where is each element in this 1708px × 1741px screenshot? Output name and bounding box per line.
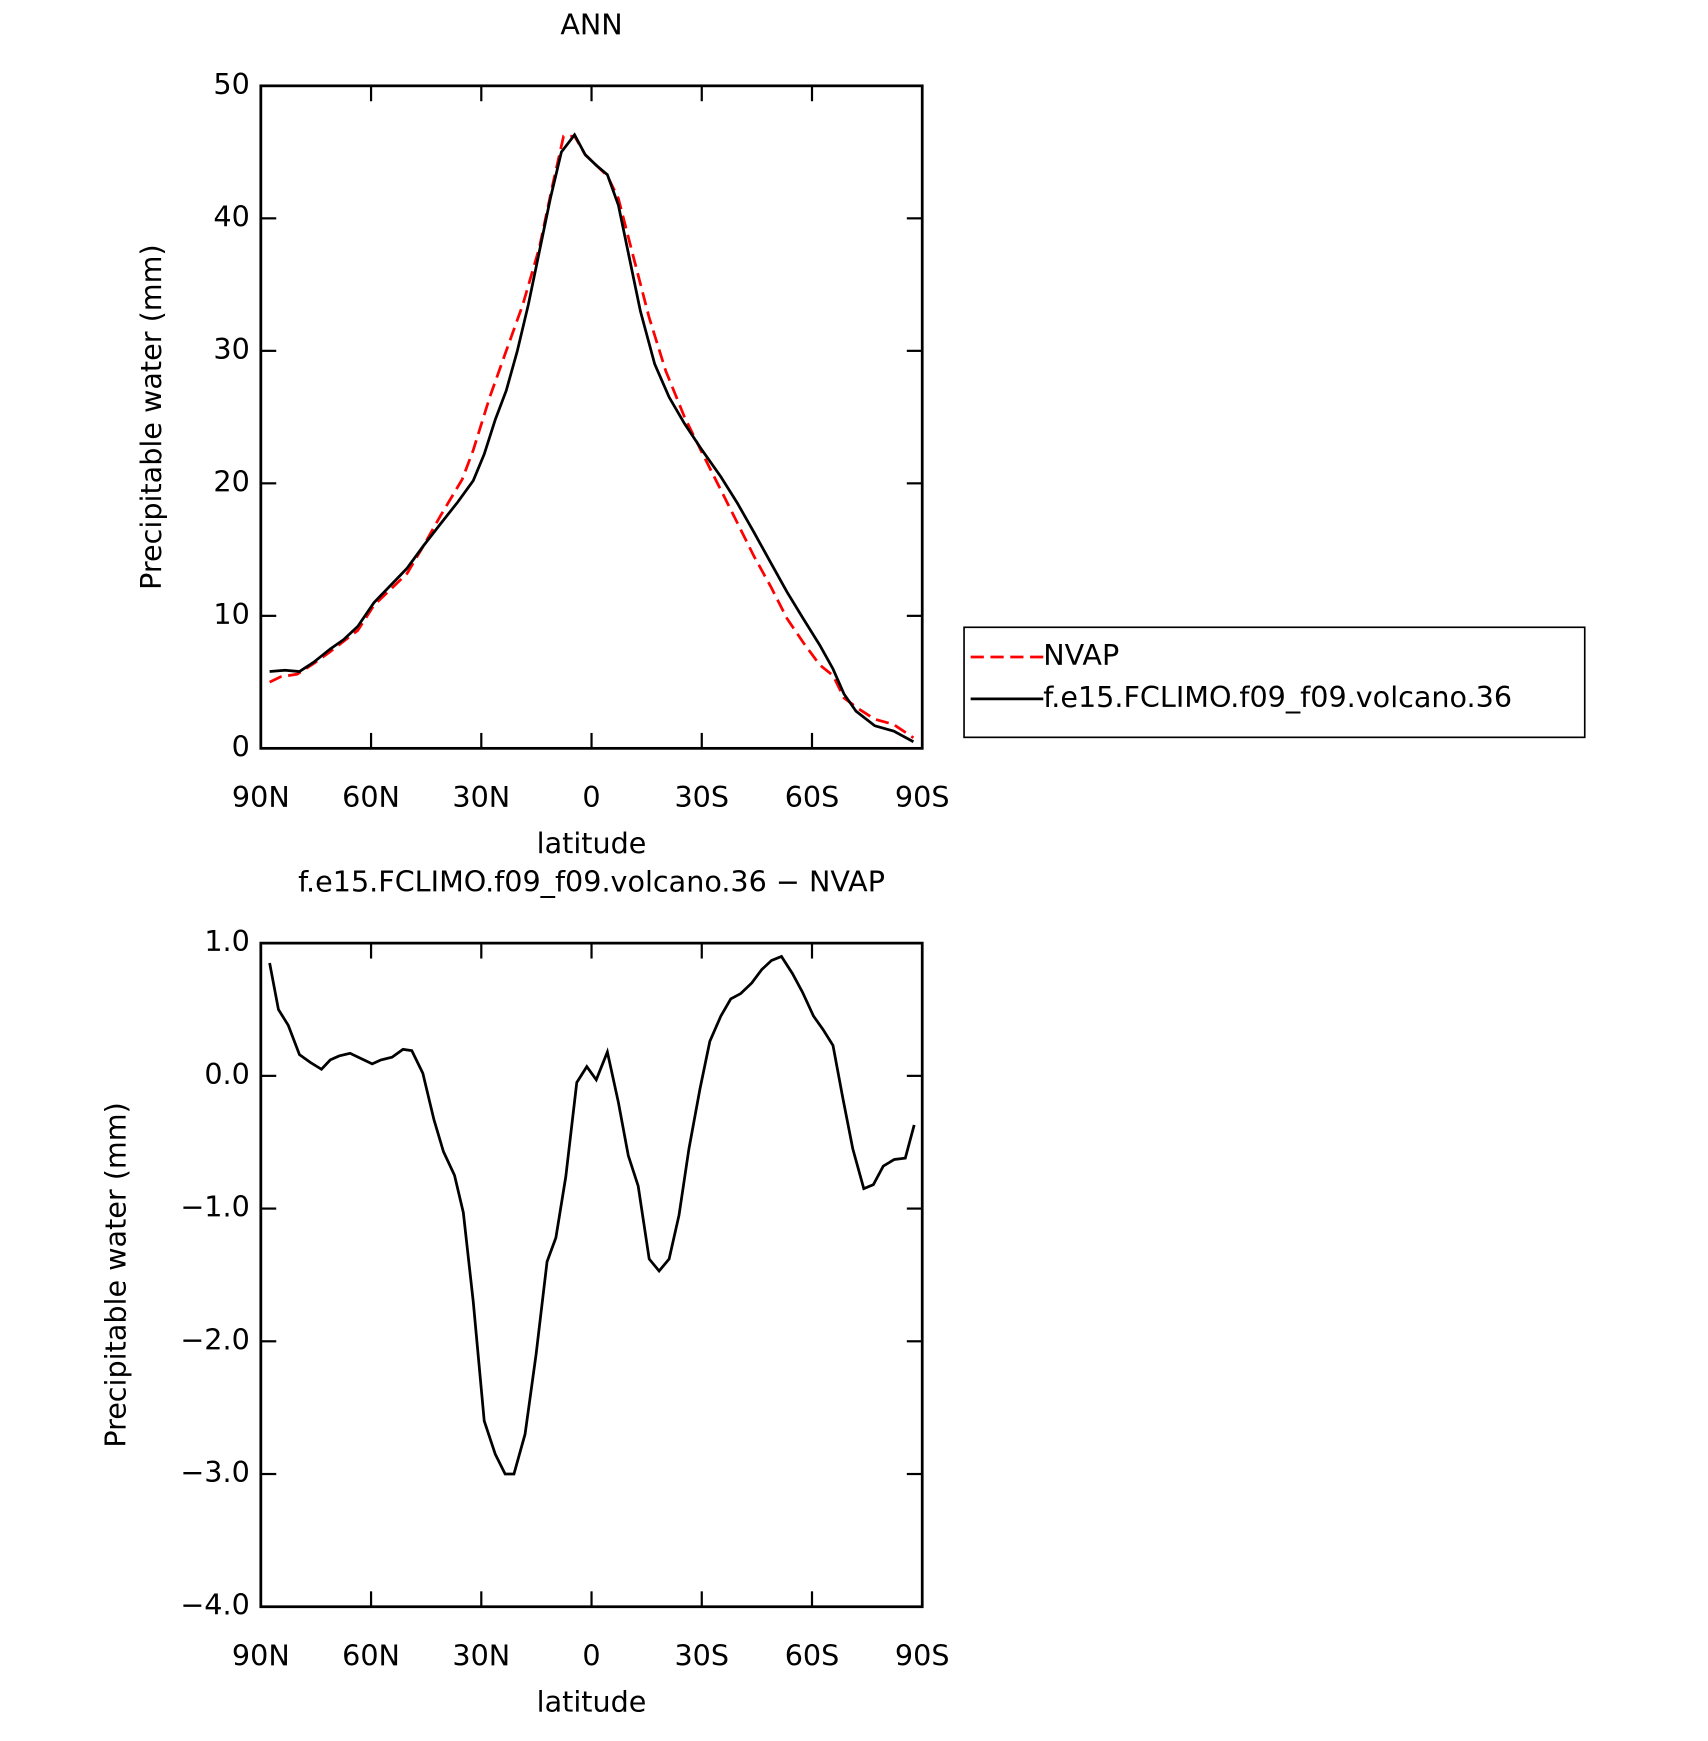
x-tick-label: 30N xyxy=(452,1638,510,1672)
legend-label: NVAP xyxy=(1043,638,1119,672)
x-tick-label: 90N xyxy=(232,1638,290,1672)
y-tick-label: 40 xyxy=(213,199,249,233)
x-tick-label: 30S xyxy=(674,1638,729,1672)
y-tick-label: −4.0 xyxy=(180,1588,249,1622)
x-tick-label: 30N xyxy=(452,780,510,814)
x-tick-label: 90S xyxy=(895,780,950,814)
y-axis-label: Precipitable water (mm) xyxy=(99,1102,133,1447)
y-tick-label: 10 xyxy=(213,597,249,631)
y-tick-label: 50 xyxy=(213,67,249,101)
x-tick-label: 90N xyxy=(232,780,290,814)
x-tick-label: 0 xyxy=(582,1638,600,1672)
chart-title: ANN xyxy=(560,7,622,41)
x-tick-label: 30S xyxy=(674,780,729,814)
x-tick-label: 60S xyxy=(785,780,840,814)
legend-label: f.e15.FCLIMO.f09_f09.volcano.36 xyxy=(1043,680,1512,714)
legend-frame xyxy=(963,626,1586,739)
x-tick-label: 60N xyxy=(342,1638,400,1672)
y-tick-label: 0 xyxy=(232,729,250,763)
x-tick-label: 60N xyxy=(342,780,400,814)
y-tick-label: −3.0 xyxy=(180,1455,249,1489)
y-tick-label: 30 xyxy=(213,332,249,366)
data-line xyxy=(269,134,915,739)
data-line xyxy=(269,132,915,743)
x-axis-label: latitude xyxy=(537,826,647,860)
y-tick-label: −1.0 xyxy=(180,1190,249,1224)
x-tick-label: 90S xyxy=(895,1638,950,1672)
y-tick-label: 1.0 xyxy=(204,924,250,958)
chart-title: f.e15.FCLIMO.f09_f09.volcano.36 − NVAP xyxy=(298,865,885,899)
y-tick-label: −2.0 xyxy=(180,1322,249,1356)
y-tick-label: 20 xyxy=(213,464,249,498)
y-axis-label: Precipitable water (mm) xyxy=(134,244,168,590)
x-tick-label: 0 xyxy=(582,780,600,814)
x-axis-label: latitude xyxy=(537,1685,647,1719)
x-tick-label: 60S xyxy=(785,1638,840,1672)
data-line xyxy=(268,954,916,1476)
plot-frame xyxy=(259,941,924,1609)
y-tick-label: 0.0 xyxy=(204,1057,250,1091)
